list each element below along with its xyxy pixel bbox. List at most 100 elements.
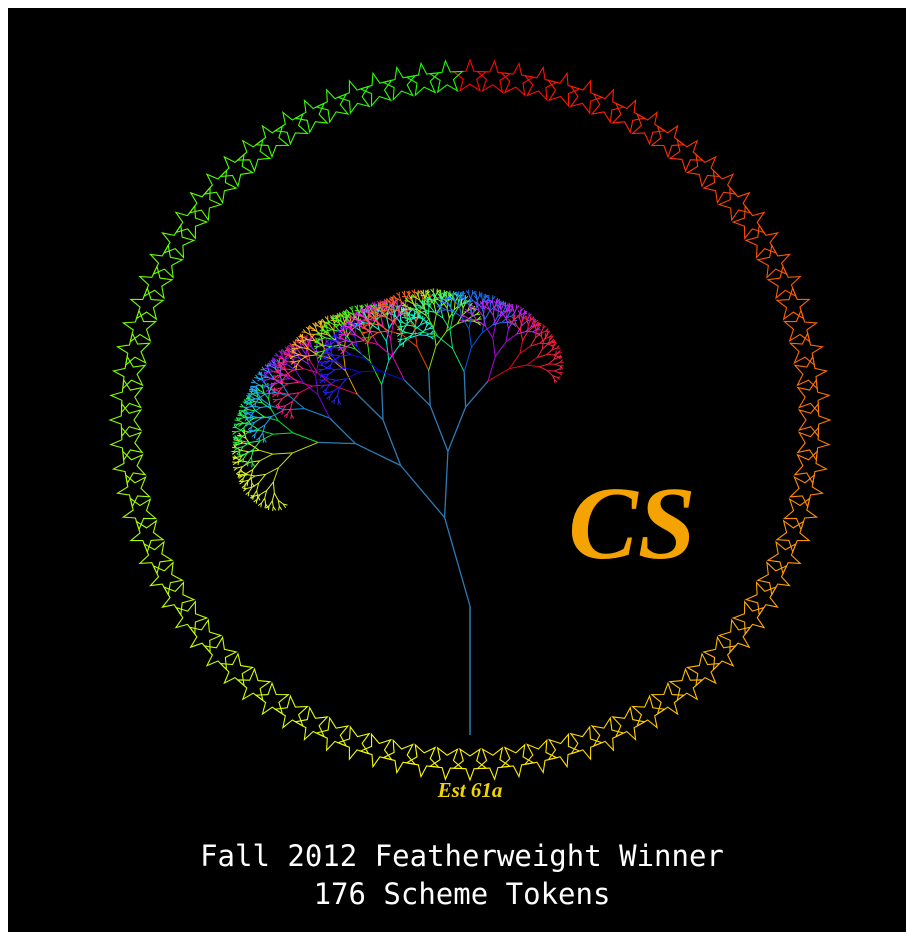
branch <box>326 329 332 332</box>
branch <box>409 306 414 311</box>
branch <box>462 294 466 301</box>
star-ring <box>108 58 832 782</box>
branch <box>391 308 399 312</box>
branch <box>346 340 354 343</box>
branch <box>324 323 328 328</box>
branch <box>279 355 284 360</box>
branch <box>525 326 532 332</box>
branch <box>441 297 447 302</box>
branch <box>508 319 514 329</box>
branch <box>250 411 255 417</box>
branch <box>494 306 498 311</box>
branch <box>488 298 491 304</box>
branch <box>270 405 285 411</box>
branch <box>521 320 528 327</box>
branch <box>361 311 365 318</box>
branch <box>541 336 544 342</box>
branch <box>339 320 345 324</box>
branch <box>272 452 293 455</box>
branch <box>476 295 481 301</box>
branch <box>248 486 253 493</box>
branch <box>471 304 475 309</box>
branch <box>267 370 274 374</box>
branch <box>328 378 336 381</box>
branch <box>249 495 254 499</box>
branch <box>356 346 365 359</box>
branch <box>253 416 262 419</box>
branch <box>280 365 286 370</box>
branch <box>419 304 423 309</box>
branch <box>441 299 445 303</box>
branch <box>264 416 272 426</box>
branch <box>260 405 271 408</box>
branch <box>273 432 294 435</box>
branch <box>249 440 261 443</box>
caption-line: 176 Scheme Tokens <box>314 877 611 911</box>
branch <box>409 313 415 318</box>
branch <box>403 309 409 313</box>
branch <box>448 304 454 312</box>
branch <box>320 323 324 329</box>
branch <box>508 353 521 369</box>
branch <box>362 308 366 313</box>
branch <box>535 330 537 338</box>
branch <box>251 463 253 468</box>
branch <box>519 323 522 331</box>
branch <box>238 435 243 442</box>
branch <box>482 297 487 303</box>
branch <box>519 345 531 355</box>
branch <box>264 498 267 505</box>
branch <box>396 304 400 310</box>
branch <box>343 346 348 352</box>
branch <box>482 316 486 327</box>
branch <box>500 304 504 310</box>
branch <box>307 363 317 377</box>
branch <box>438 294 442 299</box>
branch <box>394 322 403 335</box>
branch <box>241 413 247 418</box>
branch <box>306 343 312 348</box>
branch <box>450 298 456 302</box>
branch <box>527 319 531 326</box>
branch <box>406 311 410 315</box>
branch <box>237 446 244 449</box>
branch <box>375 318 381 326</box>
branch <box>337 400 340 406</box>
branch <box>282 503 288 506</box>
branch <box>555 351 560 356</box>
branch <box>235 460 240 464</box>
branch <box>326 395 331 400</box>
branch <box>307 343 309 351</box>
branch <box>262 432 265 439</box>
branch <box>345 313 348 320</box>
branch <box>325 339 330 343</box>
branch <box>298 354 307 357</box>
branch <box>277 371 283 376</box>
branch <box>293 351 300 356</box>
branch <box>470 309 474 315</box>
branch <box>457 293 461 298</box>
branch <box>280 353 284 359</box>
branch <box>496 304 499 310</box>
branch <box>304 408 330 419</box>
branch <box>546 349 553 355</box>
branch <box>542 325 547 329</box>
branch <box>308 329 311 336</box>
branch <box>405 297 409 302</box>
branch <box>335 378 347 381</box>
branch <box>245 438 251 445</box>
branch <box>452 348 465 373</box>
branch <box>340 340 347 343</box>
branch <box>247 395 251 400</box>
branch <box>386 301 389 308</box>
branch <box>288 352 295 356</box>
branch <box>367 313 372 317</box>
branch <box>253 440 261 450</box>
branch <box>509 364 527 370</box>
branch <box>298 381 313 387</box>
branch <box>272 481 275 494</box>
branch <box>319 337 326 340</box>
branch <box>424 303 431 307</box>
branch <box>286 356 293 359</box>
branch <box>236 427 242 431</box>
